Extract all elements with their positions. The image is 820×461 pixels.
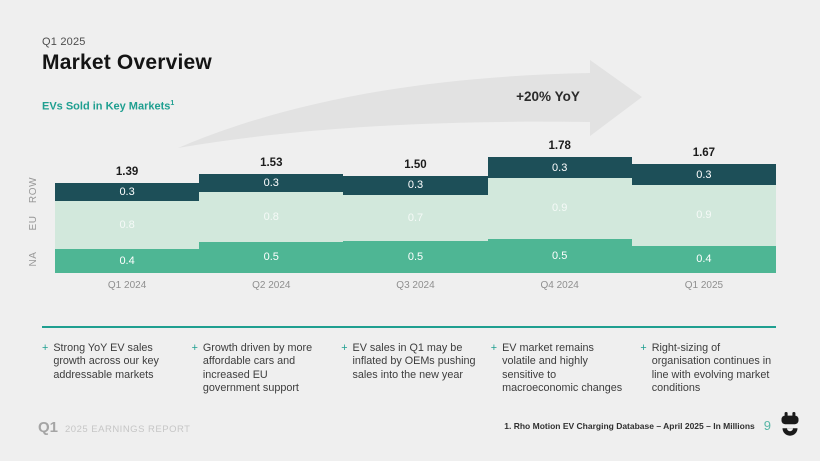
bar-total-label: 1.78 — [548, 140, 571, 153]
bar-total-label: 1.50 — [404, 158, 427, 171]
growth-arrow-shape — [178, 60, 642, 148]
chart-title: EVs Sold in Key Markets1 — [42, 100, 174, 113]
company-logo-icon — [781, 412, 799, 436]
x-axis-label: Q3 2024 — [396, 280, 435, 291]
bullet-item: + Right-sizing of organisation continues … — [640, 342, 776, 396]
footer-report-label: 2025 EARNINGS REPORT — [65, 424, 191, 435]
bar-segment-row: 0.3 — [343, 175, 488, 195]
x-axis-label: Q2 2024 — [252, 280, 291, 291]
plus-icon: + — [640, 342, 647, 354]
bullet-text: Growth driven by more affordable cars an… — [202, 342, 313, 395]
footer-quarter: Q1 — [38, 419, 59, 436]
bar-segment-eu: 0.8 — [55, 200, 200, 249]
footer-right: 1. Rho Motion EV Charging Database – Apr… — [504, 412, 800, 439]
page-number: 9 — [763, 418, 771, 433]
bar-segment-eu: 0.7 — [343, 195, 488, 241]
bullet-item: + Growth driven by more affordable cars a… — [192, 342, 328, 396]
bullet-item: + Strong YoY EV sales growth across our k… — [42, 342, 178, 396]
bullet-text: Strong YoY EV sales growth across our ke… — [53, 342, 159, 381]
eyebrow-label: Q1 2025 — [42, 36, 86, 48]
bar-segment-row: 0.3 — [55, 182, 200, 201]
bar-total-label: 1.67 — [692, 147, 716, 160]
segment-value-label: 0.9 — [696, 209, 712, 222]
segment-value-label: 0.4 — [696, 253, 712, 266]
segment-value-label: 0.3 — [263, 176, 279, 189]
bar-total-label: 1.53 — [260, 156, 283, 169]
bar-segment-na: 0.4 — [55, 248, 200, 273]
plus-icon: + — [191, 342, 198, 354]
plus-icon: + — [490, 342, 498, 354]
yoy-annotation: +20% YoY — [516, 89, 580, 104]
y-axis-label-na: NA — [28, 251, 39, 267]
bullet-item: + EV market remains volatile and highly s… — [491, 342, 627, 396]
footnote-text: 1. Rho Motion EV Charging Database – Apr… — [504, 420, 755, 431]
bullet-text: EV sales in Q1 may be inflated by OEMs p… — [352, 342, 476, 381]
segment-value-label: 0.5 — [552, 249, 568, 262]
divider-line — [42, 326, 776, 328]
bar-segment-row: 0.3 — [199, 173, 344, 193]
chart-title-text: EVs Sold in Key Markets — [42, 100, 171, 113]
segment-value-label: 0.8 — [119, 218, 135, 231]
bar-total-label: 1.39 — [115, 165, 139, 178]
footer-left: Q1 2025 EARNINGS REPORT — [38, 419, 190, 436]
plus-icon: + — [42, 342, 49, 354]
segment-value-label: 0.8 — [263, 211, 279, 224]
segment-value-label: 0.5 — [407, 250, 424, 263]
bar-segment-na: 0.4 — [631, 245, 776, 273]
segment-value-label: 0.9 — [552, 202, 568, 215]
bar-segment-eu: 0.9 — [631, 184, 776, 246]
bar-segment-row: 0.3 — [631, 164, 776, 185]
x-axis-label: Q4 2024 — [540, 280, 579, 291]
x-axis-label: Q1 2024 — [107, 280, 147, 291]
bullet-list: + Strong YoY EV sales growth across our k… — [42, 342, 776, 396]
bar-segment-eu: 0.9 — [487, 177, 632, 239]
segment-value-label: 0.7 — [407, 211, 424, 224]
footnote-marker: 1 — [170, 100, 175, 107]
bar-segment-na: 0.5 — [343, 240, 488, 273]
bar-segment-row: 0.3 — [487, 157, 632, 178]
segment-value-label: 0.4 — [119, 254, 135, 267]
segment-value-label: 0.3 — [696, 168, 712, 181]
segment-value-label: 0.3 — [119, 185, 135, 198]
y-axis-label-eu: EU — [28, 215, 39, 231]
bullet-item: + EV sales in Q1 may be inflated by OEMs … — [341, 342, 477, 396]
bullet-text: Right-sizing of organisation continues i… — [651, 342, 772, 395]
segment-value-label: 0.3 — [552, 161, 568, 174]
x-axis-label: Q1 2025 — [684, 280, 724, 291]
bar-segment-na: 0.5 — [199, 241, 344, 273]
segment-value-label: 0.3 — [407, 179, 424, 192]
page-title: Market Overview — [42, 51, 212, 74]
plus-icon: + — [341, 342, 348, 354]
segment-value-label: 0.5 — [263, 251, 279, 264]
y-axis-label-row: ROW — [28, 176, 39, 203]
bullet-text: EV market remains volatile and highly se… — [502, 342, 623, 395]
bar-segment-na: 0.5 — [487, 238, 632, 273]
bar-segment-eu: 0.8 — [199, 192, 344, 242]
